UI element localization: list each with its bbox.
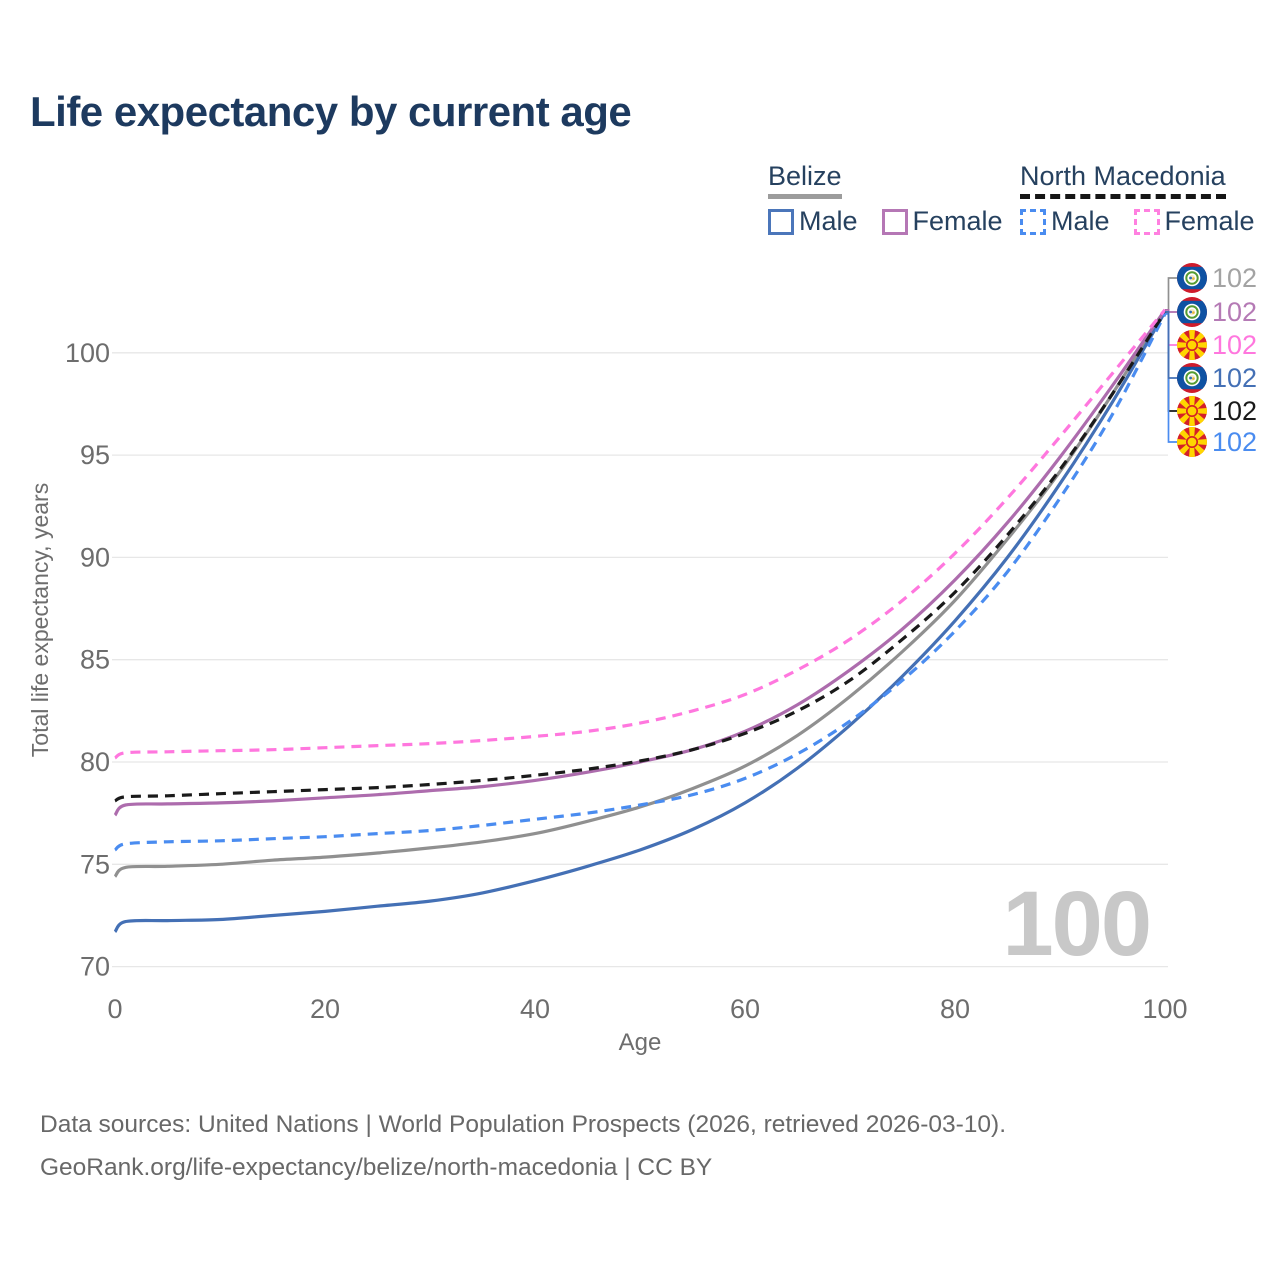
north-macedonia-flag-icon xyxy=(1177,427,1207,457)
y-axis-title: Total life expectancy, years xyxy=(27,483,53,757)
x-tick-label: 40 xyxy=(520,994,550,1024)
north-macedonia-male-swatch-icon xyxy=(1020,208,1046,235)
legend-item-label: Female xyxy=(1164,206,1255,237)
legend-item-label: Female xyxy=(912,206,1003,237)
series-line-north-macedonia-male[interactable] xyxy=(113,313,1167,852)
end-value-label: 102 xyxy=(1212,396,1257,426)
series-line-belize-total[interactable] xyxy=(113,308,1167,878)
legend-country-belize[interactable]: Belize xyxy=(768,161,842,200)
legend-item-north-macedonia-male[interactable]: Male xyxy=(1020,206,1110,237)
series-line-belize-male[interactable] xyxy=(113,311,1167,933)
legend-item-north-macedonia-female[interactable]: Female xyxy=(1133,206,1255,237)
x-axis-title: Age xyxy=(619,1029,662,1056)
series-line-north-macedonia-female[interactable] xyxy=(114,308,1167,760)
x-tick-label: 20 xyxy=(310,994,340,1024)
y-tick-label: 95 xyxy=(80,440,110,470)
belize-flag-icon xyxy=(1177,297,1207,327)
end-value-label: 102 xyxy=(1212,330,1257,360)
y-tick-label: 70 xyxy=(80,952,110,982)
legend-group-belize: Belize Male Female xyxy=(768,161,1003,237)
end-value-label: 102 xyxy=(1212,363,1257,393)
north-macedonia-flag-icon xyxy=(1177,330,1207,360)
end-value-label: 102 xyxy=(1212,263,1257,293)
x-tick-label: 100 xyxy=(1142,994,1187,1024)
leader-line xyxy=(1165,311,1177,379)
x-tick-label: 0 xyxy=(107,994,122,1024)
legend-item-belize-male[interactable]: Male xyxy=(768,206,858,237)
end-value-label: 102 xyxy=(1212,427,1257,457)
belize-flag-icon xyxy=(1177,263,1207,293)
legend-country-north-macedonia[interactable]: North Macedonia xyxy=(1020,161,1226,200)
belize-flag-icon xyxy=(1177,363,1207,393)
x-tick-label: 60 xyxy=(730,994,760,1024)
legend-item-belize-female[interactable]: Female xyxy=(881,206,1003,237)
y-tick-label: 75 xyxy=(80,849,110,879)
y-tick-label: 100 xyxy=(65,338,110,368)
end-value-label: 102 xyxy=(1212,297,1257,327)
footer-source-line: Data sources: United Nations | World Pop… xyxy=(40,1111,1007,1138)
legend-item-label: Male xyxy=(1051,206,1110,237)
page-title: Life expectancy by current age xyxy=(30,88,632,135)
series-line-north-macedonia-total[interactable] xyxy=(114,311,1167,803)
belize-male-swatch-icon xyxy=(768,208,794,235)
leader-line xyxy=(1165,277,1177,311)
belize-female-swatch-icon xyxy=(881,208,908,235)
y-tick-label: 90 xyxy=(80,542,110,572)
leader-line xyxy=(1165,308,1177,346)
chart-footer: Data sources: United Nations | World Pop… xyxy=(40,1103,1006,1189)
age-watermark: 100 xyxy=(1003,873,1151,975)
leader-line xyxy=(1165,311,1177,412)
footer-url-line: GeoRank.org/life-expectancy/belize/north… xyxy=(40,1154,713,1181)
series-line-belize-female[interactable] xyxy=(113,308,1167,817)
north-macedonia-flag-icon xyxy=(1177,396,1207,426)
legend-item-label: Male xyxy=(799,206,858,237)
legend-group-north-macedonia: North Macedonia Male Female xyxy=(1020,161,1255,237)
leader-line xyxy=(1165,308,1177,313)
y-tick-label: 85 xyxy=(80,645,110,675)
north-macedonia-female-swatch-icon xyxy=(1133,208,1160,235)
y-tick-label: 80 xyxy=(80,747,110,777)
x-tick-label: 80 xyxy=(940,994,970,1024)
